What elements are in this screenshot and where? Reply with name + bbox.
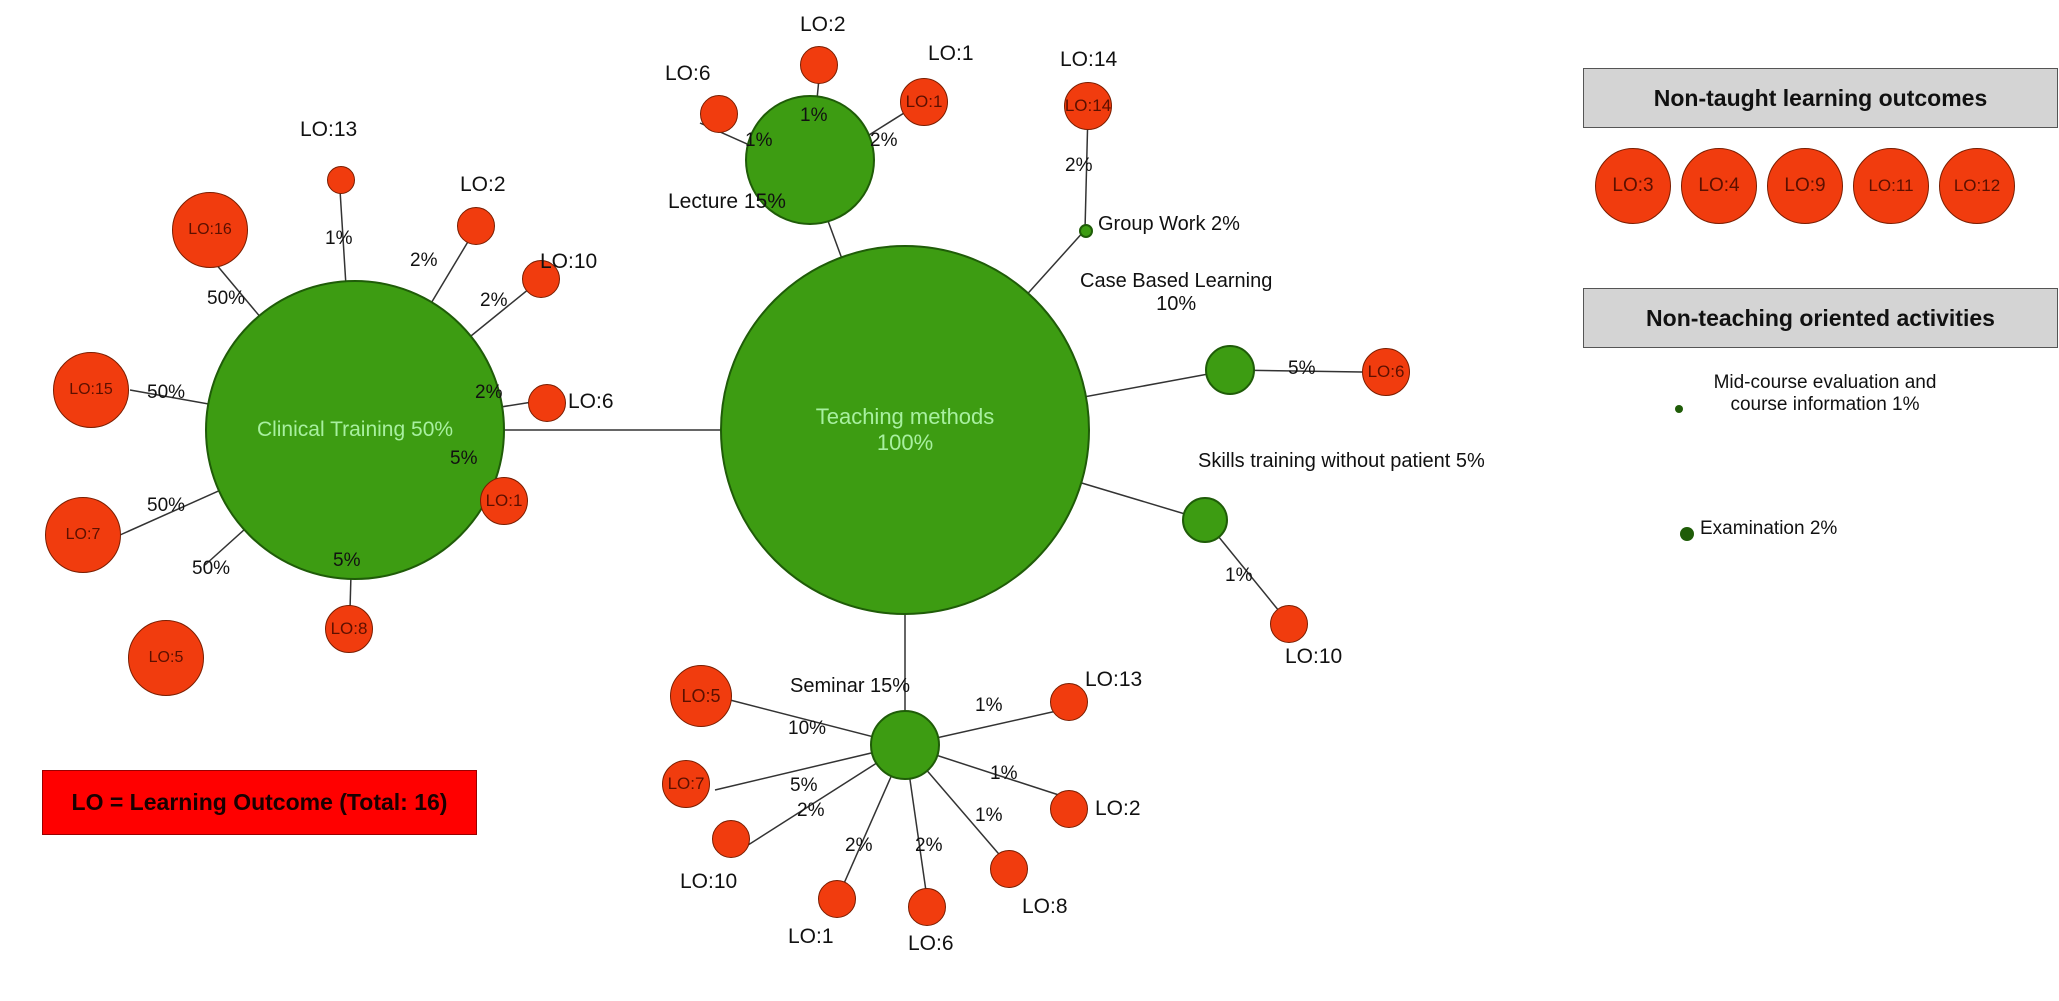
legend-circles-non-taught: LO:3 LO:4 LO:9 LO:11 LO:12 bbox=[1595, 148, 2015, 224]
lo-node-13-seminar[interactable] bbox=[1050, 683, 1088, 721]
lo-node-6-seminar[interactable] bbox=[908, 888, 946, 926]
label-clinical-training: Clinical Training 50% bbox=[257, 418, 453, 442]
node-clinical-training[interactable]: Clinical Training 50% bbox=[205, 280, 505, 580]
lo-node-5-seminar[interactable]: LO:5 bbox=[670, 665, 732, 727]
lo-node-15-clinical[interactable]: LO:15 bbox=[53, 352, 129, 428]
lo-node-6-casebased[interactable]: LO:6 bbox=[1362, 348, 1410, 396]
lo-node-8-clinical[interactable]: LO:8 bbox=[325, 605, 373, 653]
lo-node-6-clinical[interactable] bbox=[528, 384, 566, 422]
node-group-work[interactable] bbox=[1079, 224, 1093, 238]
label-teaching-methods: Teaching methods 100% bbox=[816, 404, 995, 456]
lo-legend-3[interactable]: LO:3 bbox=[1595, 148, 1671, 224]
node-skills-training[interactable] bbox=[1182, 497, 1228, 543]
lo-legend-11[interactable]: LO:11 bbox=[1853, 148, 1929, 224]
node-seminar[interactable] bbox=[870, 710, 940, 780]
lo-node-10-skills[interactable] bbox=[1270, 605, 1308, 643]
label-examination: Examination 2% bbox=[1700, 518, 1900, 540]
lo-node-10-clinical[interactable] bbox=[522, 260, 560, 298]
lo-node-14-groupwork[interactable]: LO:14 bbox=[1064, 82, 1112, 130]
dot-examination[interactable] bbox=[1680, 527, 1694, 541]
legend-title-non-teaching: Non-teaching oriented activities bbox=[1583, 288, 2058, 348]
lo-node-5-clinical[interactable]: LO:5 bbox=[128, 620, 204, 696]
lo-legend-12[interactable]: LO:12 bbox=[1939, 148, 2015, 224]
lo-node-1-clinical[interactable]: LO:1 bbox=[480, 477, 528, 525]
lo-node-13-clinical[interactable] bbox=[327, 166, 355, 194]
node-teaching-methods[interactable]: Teaching methods 100% bbox=[720, 245, 1090, 615]
lo-node-2-lecture[interactable] bbox=[800, 46, 838, 84]
network-diagram: Teaching methods 100% Clinical Training … bbox=[0, 0, 2059, 1001]
lo-node-7-clinical[interactable]: LO:7 bbox=[45, 497, 121, 573]
lo-legend-4[interactable]: LO:4 bbox=[1681, 148, 1757, 224]
dot-mid-course-eval[interactable] bbox=[1675, 405, 1683, 413]
node-lecture[interactable] bbox=[745, 95, 875, 225]
lo-node-2-clinical[interactable] bbox=[457, 207, 495, 245]
total-lo-note: LO = Learning Outcome (Total: 16) bbox=[42, 770, 477, 835]
lo-node-10-seminar[interactable] bbox=[712, 820, 750, 858]
lo-node-1-seminar[interactable] bbox=[818, 880, 856, 918]
label-mid-course-eval: Mid-course evaluation and course informa… bbox=[1685, 372, 1965, 416]
lo-node-16-clinical[interactable]: LO:16 bbox=[172, 192, 248, 268]
lo-node-7-seminar[interactable]: LO:7 bbox=[662, 760, 710, 808]
node-case-based-learning[interactable] bbox=[1205, 345, 1255, 395]
legend-title-non-taught: Non-taught learning outcomes bbox=[1583, 68, 2058, 128]
lo-node-8-seminar[interactable] bbox=[990, 850, 1028, 888]
lo-node-6-lecture[interactable] bbox=[700, 95, 738, 133]
lo-legend-9[interactable]: LO:9 bbox=[1767, 148, 1843, 224]
lo-node-1-lecture[interactable]: LO:1 bbox=[900, 78, 948, 126]
lo-node-2-seminar[interactable] bbox=[1050, 790, 1088, 828]
